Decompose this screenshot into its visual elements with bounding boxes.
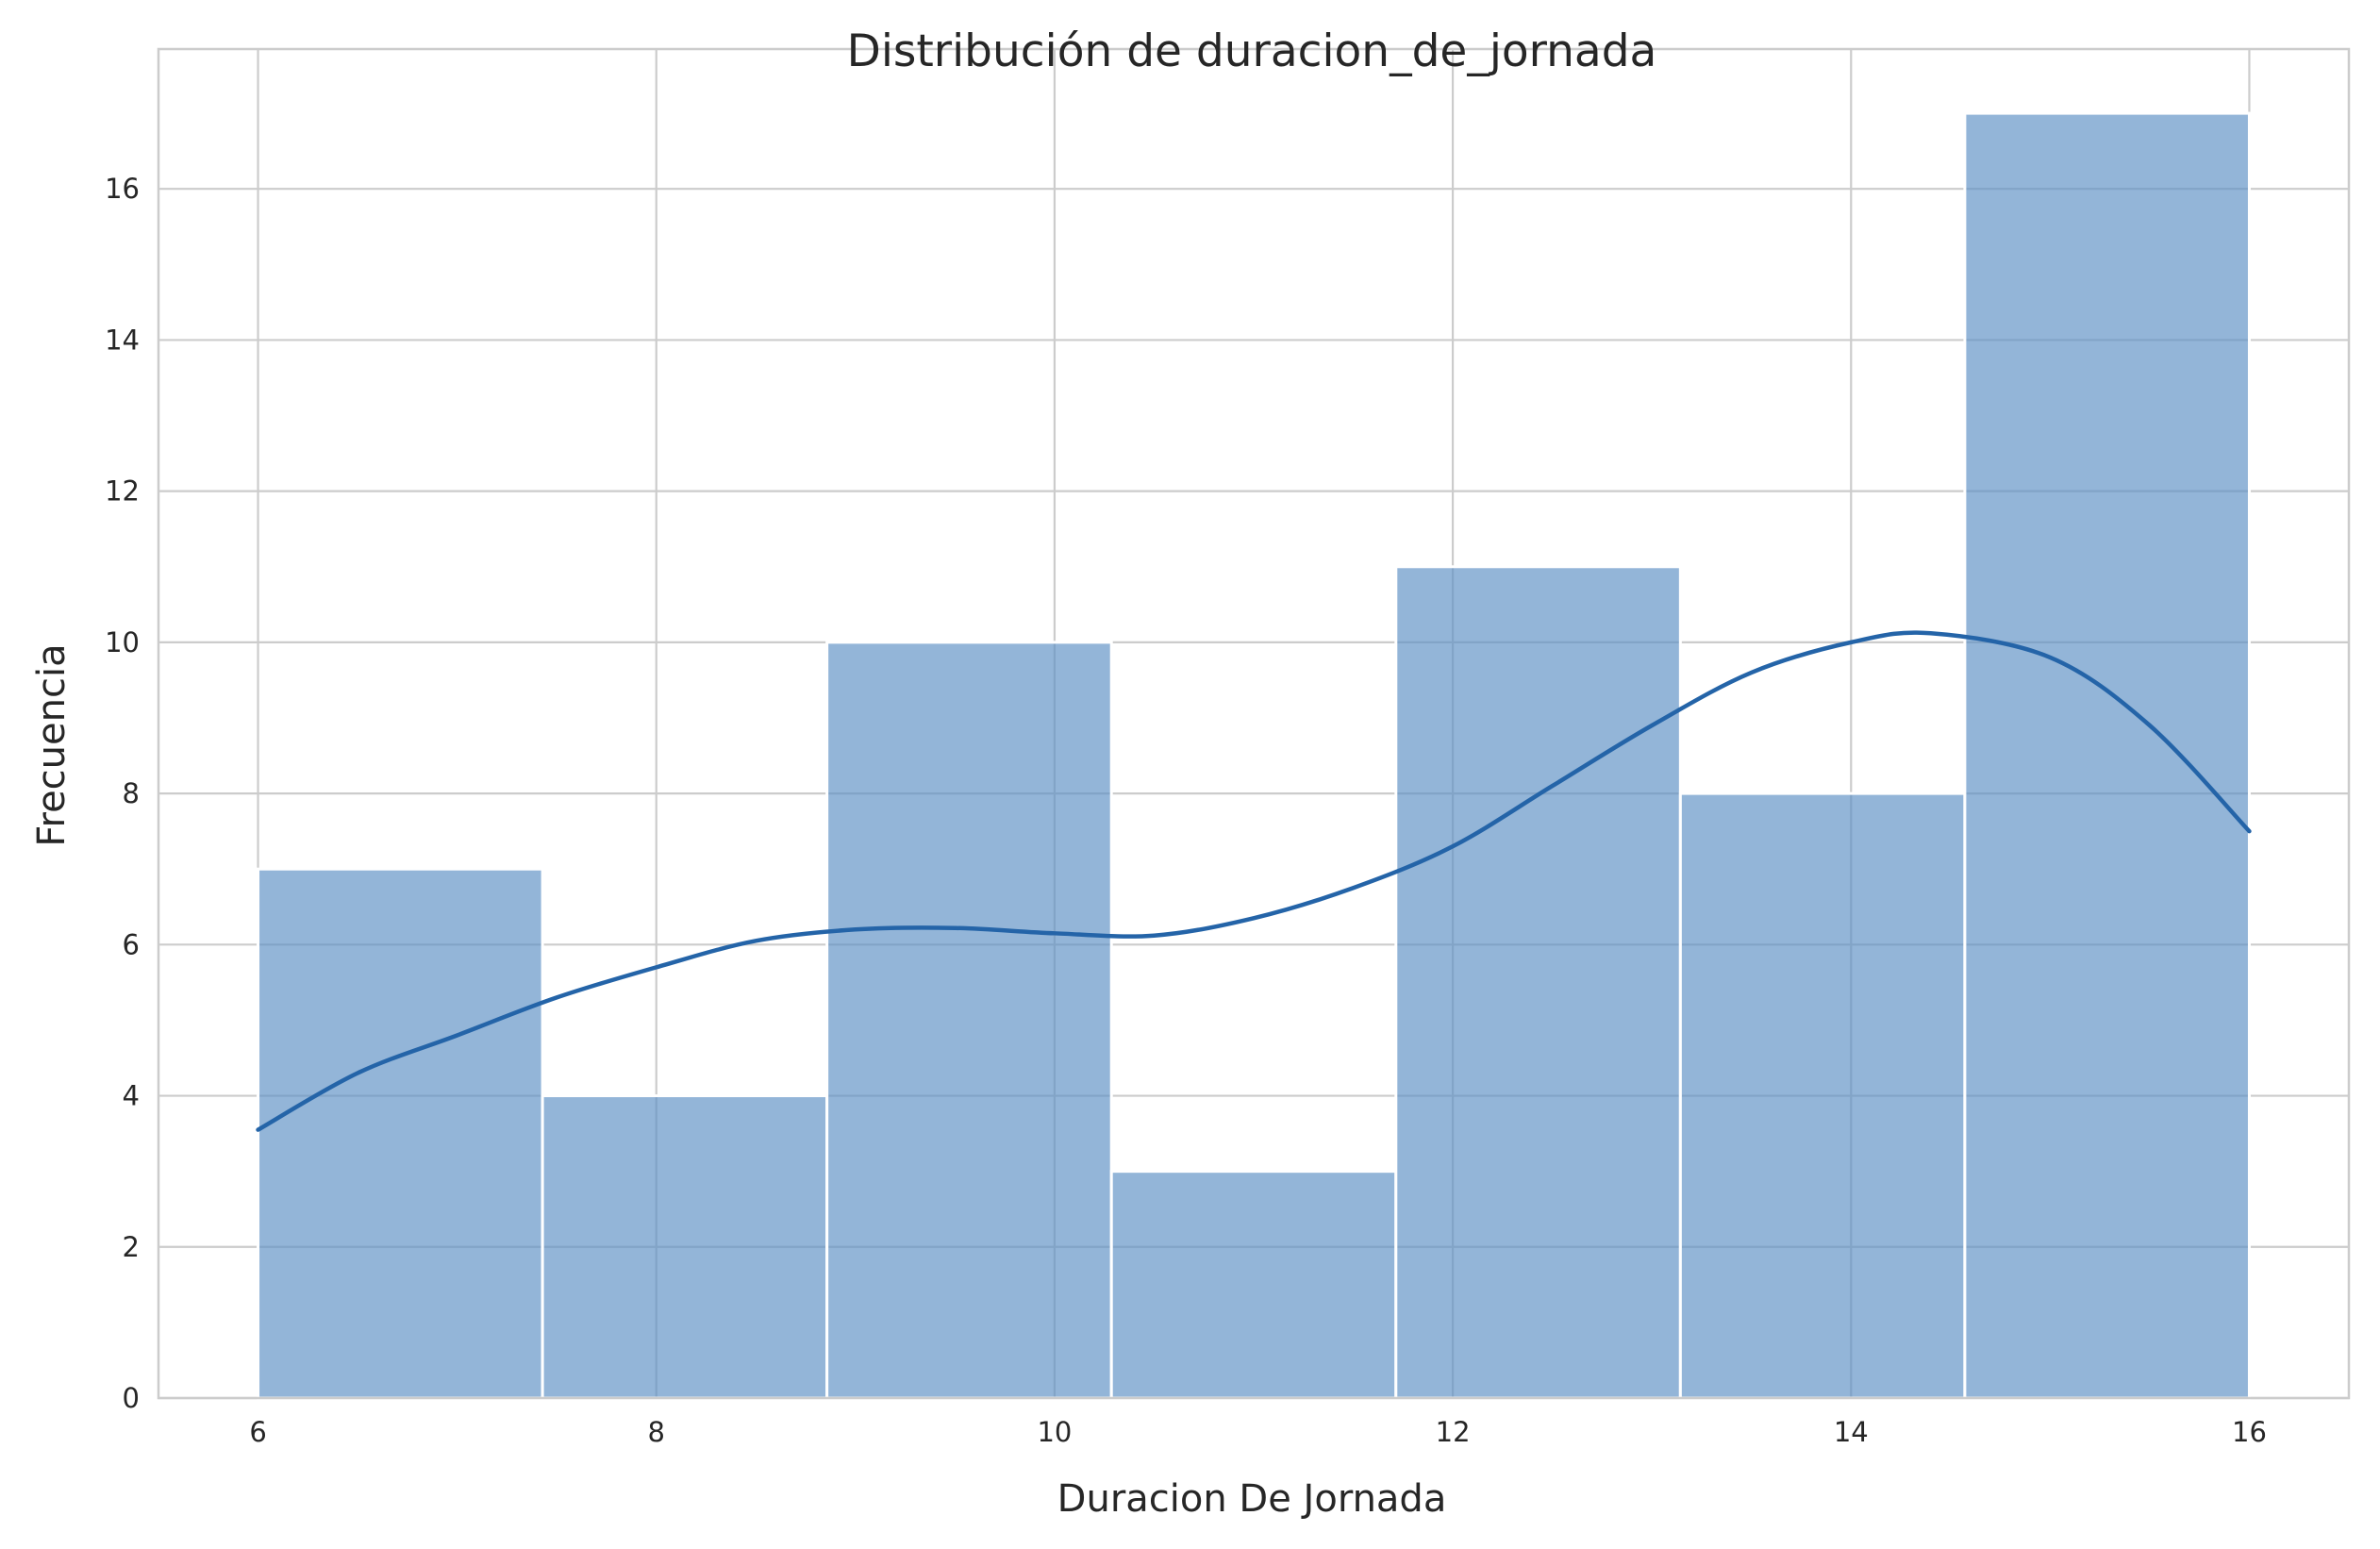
chart-title: Distribución de duracion_de_jornada bbox=[847, 25, 1657, 77]
x-tick-label-14: 14 bbox=[1834, 1416, 1869, 1448]
y-tick-label-14: 14 bbox=[105, 324, 140, 356]
y-tick-label-4: 4 bbox=[123, 1080, 140, 1112]
x-tick-label-12: 12 bbox=[1436, 1416, 1471, 1448]
histogram-bar-4 bbox=[1109, 1170, 1398, 1400]
x-axis-label: Duracion De Jornada bbox=[1057, 1477, 1447, 1521]
x-tick-label-8: 8 bbox=[648, 1416, 665, 1448]
y-tick-label-12: 12 bbox=[105, 475, 140, 508]
y-tick-label-8: 8 bbox=[123, 777, 140, 809]
x-tick-label-10: 10 bbox=[1037, 1416, 1072, 1448]
histogram-bars bbox=[257, 111, 2251, 1400]
y-tick-label-16: 16 bbox=[105, 173, 140, 205]
y-axis-ticks: 0 2 4 6 8 10 12 14 16 bbox=[105, 173, 140, 1414]
histogram-bar-5 bbox=[1394, 565, 1682, 1400]
histogram-bar-7 bbox=[1963, 111, 2251, 1400]
kde-line bbox=[256, 630, 2252, 1132]
x-tick-label-16: 16 bbox=[2232, 1416, 2267, 1448]
y-tick-label-6: 6 bbox=[123, 928, 140, 960]
histogram-bar-1 bbox=[257, 867, 544, 1400]
kde-curve bbox=[256, 630, 2252, 1132]
histogram-bar-3 bbox=[825, 641, 1113, 1400]
axes-border bbox=[157, 47, 2351, 1400]
histogram-bar-6 bbox=[1678, 791, 1967, 1400]
y-tick-label-2: 2 bbox=[123, 1231, 140, 1263]
axes-frame bbox=[157, 47, 2351, 1400]
y-axis-label: Frecuencia bbox=[30, 643, 74, 846]
y-tick-label-0: 0 bbox=[123, 1382, 140, 1414]
histogram-bar-2 bbox=[541, 1094, 829, 1400]
x-tick-label-6: 6 bbox=[249, 1416, 266, 1448]
x-axis-ticks: 6 8 10 12 14 16 bbox=[249, 1416, 2267, 1448]
y-tick-label-10: 10 bbox=[105, 626, 140, 658]
